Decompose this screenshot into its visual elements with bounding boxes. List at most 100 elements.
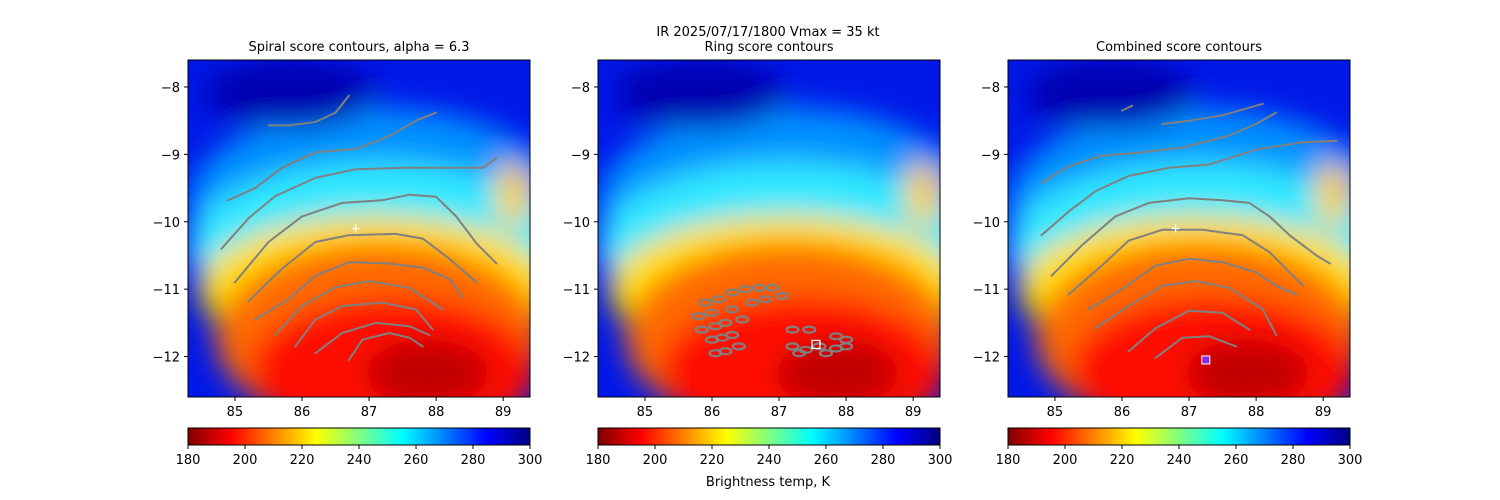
colorbar: 180 200 220 240 260 280 300	[176, 427, 543, 468]
y-tick-label: −12	[973, 351, 1000, 366]
colorbar: 180 200 220 240 260 280 300	[996, 427, 1363, 468]
colorbar-tick-label: 280	[871, 453, 896, 468]
ring-contour-blob-1	[698, 298, 713, 307]
y-tick-label: −11	[153, 283, 180, 298]
ring-contour-blob-9	[724, 305, 740, 314]
colorbar-tick-label: 180	[176, 453, 201, 468]
colorbar-tick-label: 260	[1224, 453, 1249, 468]
x-tick-label: 88	[838, 405, 855, 420]
ir-heatmap	[598, 60, 940, 397]
panel-1: Spiral score contours, alpha = 6.3 85 86 87…	[153, 40, 543, 468]
ring-center-marker	[811, 339, 821, 350]
ring-contour-blob-19	[724, 330, 740, 340]
x-tick-label: 85	[1047, 405, 1064, 420]
y-tick-label: −9	[981, 148, 1000, 163]
ring-contour-blob-31	[838, 342, 854, 351]
ring-contour-blob-3	[724, 288, 740, 297]
colorbar-tick-label: 180	[586, 453, 611, 468]
panel-title: Combined score contours	[1096, 40, 1262, 55]
panel-2: Ring score contours 85 86 87 88 89 −8 −9 −10 −11 −…	[563, 40, 953, 468]
score-contour-6	[254, 261, 464, 321]
ring-contour-blob-15	[718, 318, 733, 327]
ring-contour-blob-2	[711, 295, 726, 304]
colorbar-tick-label: 220	[700, 453, 725, 468]
y-tick-label: −10	[973, 216, 1000, 231]
combined-center-marker	[1201, 355, 1211, 365]
ring-contour-blob-23	[785, 325, 800, 334]
panel-3: Combined score contours 85 86 87 88 89 −8 −9 −10…	[973, 40, 1363, 468]
y-tick-label: −9	[161, 148, 180, 163]
panel-title-ring: Ring score contours	[704, 40, 833, 55]
colorbar: 180 200 220 240 260 280 300	[586, 427, 953, 468]
ring-contour-blob-27	[785, 342, 800, 351]
y-tick-label: −9	[571, 148, 590, 163]
score-contour-7	[274, 280, 444, 336]
score-contour-7	[1087, 257, 1298, 311]
colorbar-tick-label: 280	[1281, 453, 1306, 468]
colorbar-tick-label: 200	[643, 453, 668, 468]
score-contour-9	[314, 321, 431, 355]
ring-contour-blob-33	[792, 349, 807, 358]
x-tick-label: 85	[637, 405, 654, 420]
ring-contour-blob-13	[694, 325, 710, 334]
colorbar-tick-label: 300	[1338, 453, 1363, 468]
x-tick-label: 89	[495, 405, 512, 420]
colorbar-label: Brightness temp, K	[706, 475, 831, 490]
colorbar-tick-label: 300	[928, 453, 953, 468]
center-marker	[1171, 224, 1180, 233]
ring-contour-blob-21	[718, 347, 733, 356]
colorbar-tick-label: 240	[1167, 453, 1192, 468]
ring-contour-blob-10	[745, 298, 760, 307]
y-tick-label: −8	[571, 81, 590, 96]
ring-contour-blob-32	[818, 349, 834, 358]
colorbar-tick-label: 200	[1053, 453, 1078, 468]
colorbar-tick-label: 280	[461, 453, 486, 468]
score-contour-4	[1040, 139, 1338, 237]
x-tick-label: 89	[1315, 405, 1332, 420]
y-tick-label: −10	[153, 216, 180, 231]
y-tick-label: −12	[153, 351, 180, 366]
ring-contour-blob-16	[735, 315, 750, 324]
y-tick-label: −10	[563, 216, 590, 231]
score-contour-8	[1094, 280, 1278, 336]
score-contour-10	[347, 332, 424, 361]
colorbar-tick-label: 220	[290, 453, 315, 468]
colorbar-tick-label: 260	[404, 453, 429, 468]
ir-heatmap	[1008, 60, 1350, 397]
score-contour-10	[1154, 335, 1237, 359]
x-tick-label: 88	[1248, 405, 1265, 420]
score-contour-5	[1050, 197, 1331, 277]
score-contour-3	[1040, 111, 1278, 184]
axes-frame	[597, 59, 941, 398]
score-contour-2	[1161, 102, 1264, 125]
ring-contour-blob-6	[765, 283, 780, 292]
score-contour-1	[267, 94, 350, 127]
x-tick-label: 85	[227, 405, 244, 420]
ring-contour-blob-8	[704, 308, 720, 317]
ring-contour-blob-5	[751, 283, 767, 292]
colorbar-gradient	[187, 427, 531, 446]
ring-contour-blob-7	[691, 312, 706, 321]
center-marker	[351, 224, 360, 233]
x-tick-label: 87	[1181, 405, 1198, 420]
colorbar-gradient	[597, 427, 941, 446]
ring-contour-blob-4	[738, 285, 753, 294]
colorbar-tick-label: 240	[757, 453, 782, 468]
x-tick-label: 86	[294, 405, 311, 420]
colorbar-tick-label: 180	[996, 453, 1021, 468]
score-contour-3	[220, 156, 498, 250]
colorbar-tick-label: 260	[814, 453, 839, 468]
score-contour-5	[247, 232, 478, 303]
score-contour-4	[233, 193, 498, 284]
score-contour-9	[1127, 309, 1251, 353]
x-tick-label: 88	[428, 405, 445, 420]
colorbar-tick-label: 300	[518, 453, 543, 468]
colorbar-tick-label: 200	[233, 453, 258, 468]
score-contour-2	[227, 111, 438, 202]
score-contour-1	[1121, 104, 1134, 112]
axes-frame	[1007, 59, 1351, 398]
ir-heatmap	[188, 60, 530, 397]
y-tick-label: −11	[563, 283, 590, 298]
y-tick-label: −11	[973, 283, 1000, 298]
